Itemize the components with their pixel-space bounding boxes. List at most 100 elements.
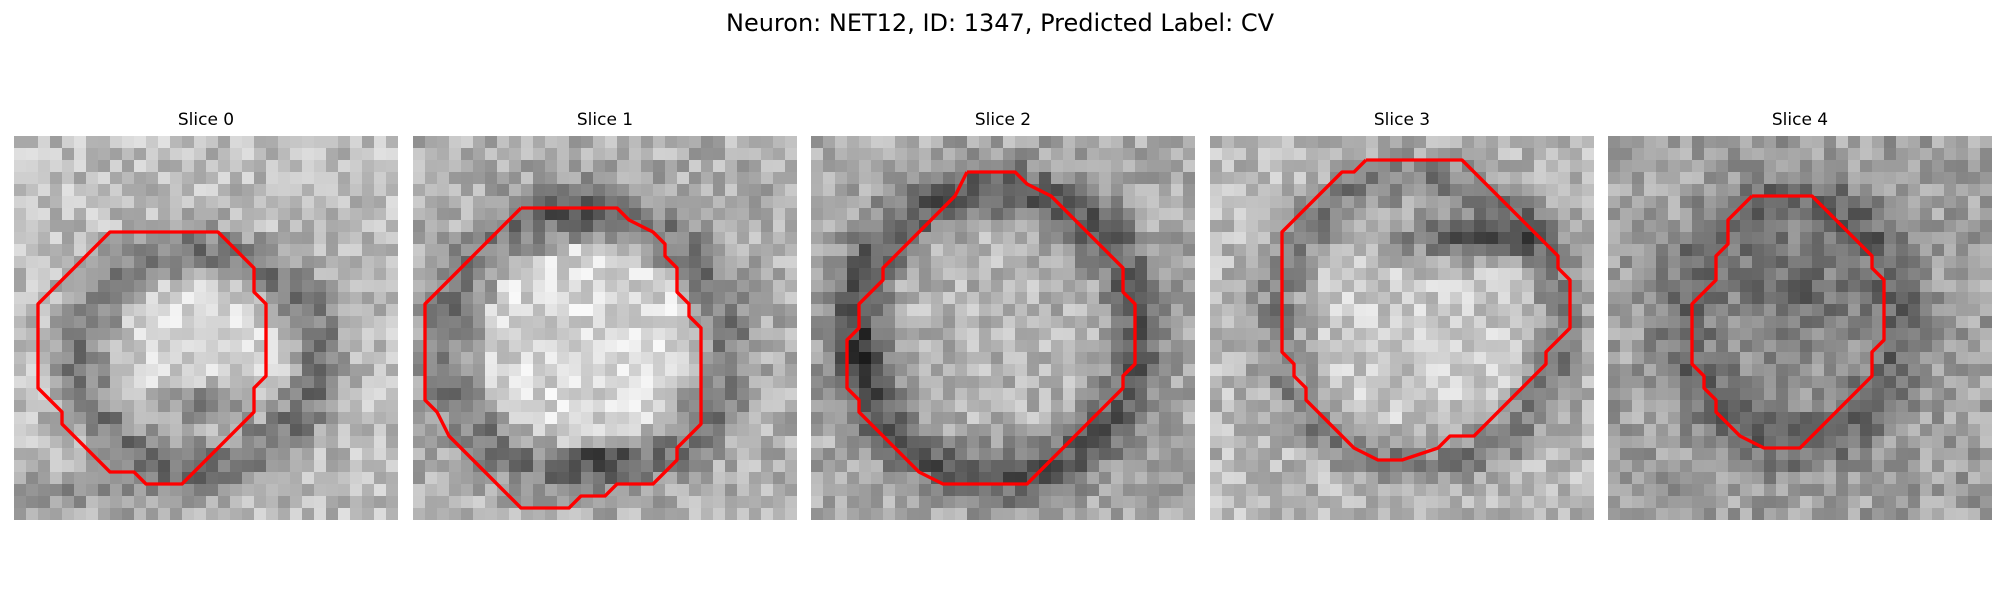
pixel bbox=[1270, 220, 1283, 233]
pixel bbox=[967, 460, 980, 473]
pixel bbox=[1342, 328, 1355, 341]
pixel bbox=[1716, 292, 1729, 305]
pixel bbox=[1330, 328, 1343, 341]
pixel bbox=[581, 172, 594, 185]
pixel bbox=[1908, 232, 1921, 245]
pixel bbox=[1111, 160, 1124, 173]
pixel bbox=[158, 400, 171, 413]
pixel bbox=[1522, 148, 1535, 161]
pixel bbox=[533, 268, 546, 281]
pixel bbox=[1270, 292, 1283, 305]
pixel bbox=[473, 256, 486, 269]
pixel bbox=[895, 400, 908, 413]
pixel bbox=[1620, 136, 1633, 149]
pixel bbox=[785, 196, 797, 209]
pixel bbox=[449, 508, 462, 520]
pixel bbox=[521, 484, 534, 497]
pixel bbox=[134, 304, 147, 317]
pixel bbox=[1306, 160, 1319, 173]
pixel bbox=[1608, 388, 1621, 401]
pixel bbox=[254, 388, 267, 401]
pixel bbox=[1147, 424, 1160, 437]
pixel bbox=[1716, 448, 1729, 461]
pixel bbox=[907, 208, 920, 221]
pixel bbox=[1270, 136, 1283, 149]
pixel bbox=[62, 208, 75, 221]
pixel bbox=[1246, 352, 1259, 365]
pixel bbox=[350, 448, 363, 461]
pixel bbox=[1474, 328, 1487, 341]
pixel bbox=[437, 436, 450, 449]
pixel bbox=[1510, 424, 1523, 437]
pixel bbox=[701, 400, 714, 413]
pixel bbox=[545, 256, 558, 269]
pixel bbox=[62, 232, 75, 245]
pixel bbox=[1740, 424, 1753, 437]
pixel bbox=[1222, 148, 1235, 161]
pixel bbox=[1039, 316, 1052, 329]
pixel bbox=[1582, 220, 1594, 233]
pixel bbox=[1920, 292, 1933, 305]
pixel bbox=[1159, 160, 1172, 173]
pixel bbox=[883, 316, 896, 329]
pixel bbox=[605, 160, 618, 173]
pixel bbox=[1147, 496, 1160, 509]
pixel bbox=[979, 160, 992, 173]
pixel bbox=[1920, 376, 1933, 389]
pixel bbox=[437, 232, 450, 245]
pixel bbox=[569, 304, 582, 317]
pixel bbox=[1764, 424, 1777, 437]
pixel bbox=[1015, 196, 1028, 209]
pixel bbox=[1956, 328, 1969, 341]
pixel bbox=[967, 352, 980, 365]
pixel bbox=[1222, 280, 1235, 293]
pixel bbox=[1932, 220, 1945, 233]
pixel bbox=[1522, 172, 1535, 185]
pixel bbox=[811, 328, 824, 341]
pixel bbox=[1692, 256, 1705, 269]
pixel bbox=[1063, 448, 1076, 461]
pixel bbox=[761, 268, 774, 281]
pixel bbox=[943, 364, 956, 377]
pixel bbox=[557, 232, 570, 245]
pixel bbox=[1582, 448, 1594, 461]
pixel bbox=[1270, 484, 1283, 497]
pixel bbox=[1498, 472, 1511, 485]
pixel bbox=[1656, 340, 1669, 353]
pixel bbox=[1474, 280, 1487, 293]
pixel bbox=[931, 388, 944, 401]
pixel bbox=[1414, 340, 1427, 353]
pixel bbox=[1752, 196, 1765, 209]
pixel bbox=[1210, 148, 1223, 161]
pixel bbox=[1294, 412, 1307, 425]
pixel bbox=[425, 484, 438, 497]
pixel bbox=[931, 184, 944, 197]
pixel bbox=[1330, 364, 1343, 377]
pixel bbox=[449, 232, 462, 245]
pixel bbox=[485, 244, 498, 257]
pixel bbox=[98, 244, 111, 257]
pixel bbox=[1171, 172, 1184, 185]
pixel bbox=[1486, 136, 1499, 149]
pixel bbox=[182, 436, 195, 449]
pixel bbox=[182, 412, 195, 425]
pixel bbox=[146, 184, 159, 197]
pixel bbox=[1234, 172, 1247, 185]
segmentation-contour bbox=[845, 170, 1137, 486]
pixel bbox=[266, 376, 279, 389]
pixel bbox=[314, 424, 327, 437]
pixel bbox=[1644, 460, 1657, 473]
pixel bbox=[1812, 268, 1825, 281]
pixel bbox=[1800, 256, 1813, 269]
pixel bbox=[629, 412, 642, 425]
pixel bbox=[1608, 328, 1621, 341]
pixel bbox=[1728, 244, 1741, 257]
pixel bbox=[1680, 328, 1693, 341]
pixel bbox=[1426, 160, 1439, 173]
pixel bbox=[302, 376, 315, 389]
pixel bbox=[1558, 172, 1571, 185]
pixel bbox=[1956, 424, 1969, 437]
pixel bbox=[1063, 268, 1076, 281]
pixel bbox=[110, 376, 123, 389]
pixel bbox=[1210, 388, 1223, 401]
